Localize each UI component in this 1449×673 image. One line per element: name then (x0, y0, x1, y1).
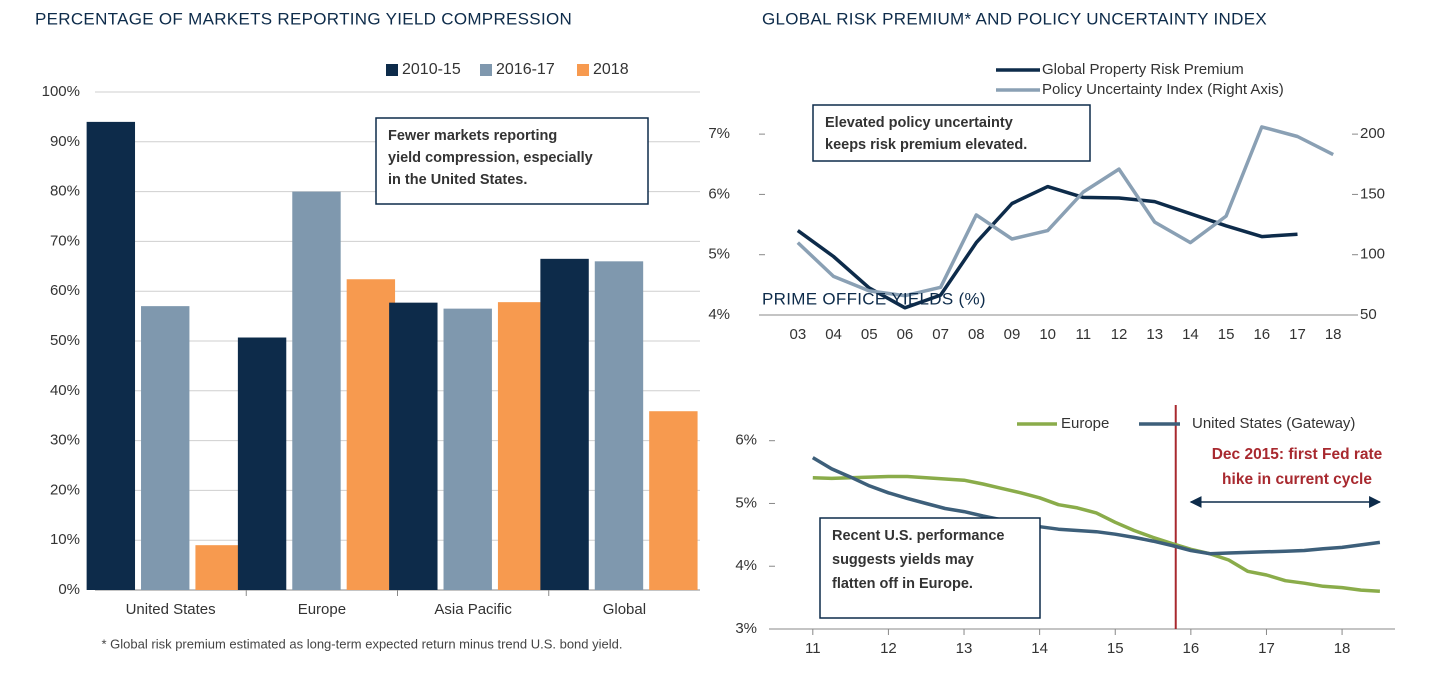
legend-label: United States (Gateway) (1192, 415, 1355, 432)
y-tick-label: 3% (735, 620, 757, 637)
legend-label: 2010-15 (402, 61, 461, 78)
annotation-text: Fewer markets reporting (388, 128, 557, 144)
x-tick-label: 10 (1039, 326, 1056, 343)
y-tick-label: 0% (58, 581, 80, 598)
annotation-box (375, 117, 649, 205)
x-tick-label: 05 (861, 326, 878, 343)
series-line (796, 184, 1298, 310)
y-tick-label: 6% (708, 185, 730, 202)
annotation-text: flatten off in Europe. (832, 576, 973, 592)
x-tick-label: Global (603, 601, 646, 618)
bar (389, 302, 438, 590)
x-tick-label: 09 (1004, 326, 1021, 343)
x-tick-label: 06 (897, 326, 914, 343)
x-tick-label: United States (126, 601, 216, 618)
reference-label: Dec 2015: first Fed rate (1212, 446, 1383, 463)
y-tick-label: 6% (735, 432, 757, 449)
y-tick-label: 40% (50, 382, 80, 399)
annotation-text: yield compression, especially (388, 150, 593, 166)
legend-swatch (386, 64, 398, 76)
x-tick-label: 18 (1325, 326, 1342, 343)
y-tick-label: 7% (708, 125, 730, 142)
x-tick-label: 14 (1031, 640, 1048, 657)
series-line (811, 456, 1381, 556)
x-tick-label: 16 (1253, 326, 1270, 343)
x-tick-label: 07 (932, 326, 949, 343)
y-tick-label: 4% (735, 557, 757, 574)
bar (195, 545, 244, 590)
y-tick-label: 70% (50, 232, 80, 249)
y-tick-label: 5% (735, 494, 757, 511)
y-tick-label: 20% (50, 481, 80, 498)
bar (346, 279, 396, 590)
legend-swatch (480, 64, 492, 76)
x-tick-label: 11 (805, 640, 821, 657)
annotation-text: Elevated policy uncertainty (825, 115, 1013, 131)
y-tick-label: 5% (708, 246, 730, 263)
x-tick-label: 17 (1289, 326, 1306, 343)
legend-swatch (577, 64, 589, 76)
legend-label: Policy Uncertainty Index (Right Axis) (1042, 81, 1284, 98)
bar (86, 121, 136, 590)
y-tick-label: 50% (50, 332, 80, 349)
legend-label: 2018 (593, 61, 629, 78)
annotation-text: suggests yields may (832, 552, 974, 568)
x-tick-label: Asia Pacific (434, 601, 512, 618)
bar (237, 337, 287, 590)
annotation-text: Recent U.S. performance (832, 528, 1004, 544)
x-tick-label: 13 (1146, 326, 1163, 343)
bar (649, 411, 698, 590)
y-tick-label: 10% (50, 531, 80, 548)
x-tick-label: 15 (1107, 640, 1124, 657)
y-tick-label: 60% (50, 282, 80, 299)
y-tick-label: 4% (708, 306, 730, 323)
x-tick-label: 15 (1218, 326, 1235, 343)
reference-label: hike in current cycle (1222, 471, 1372, 488)
bar (540, 258, 589, 590)
x-tick-label: 16 (1183, 640, 1200, 657)
x-tick-label: 03 (790, 326, 807, 343)
y-tick-label: 90% (50, 133, 80, 150)
series-line (796, 125, 1334, 298)
y2-tick-label: 50 (1360, 306, 1377, 323)
bar (141, 306, 190, 590)
legend-label: 2016-17 (496, 61, 555, 78)
x-tick-label: 11 (1076, 326, 1092, 343)
annotation-box (812, 104, 1091, 162)
annotation-text: in the United States. (388, 172, 527, 188)
bar (443, 308, 492, 590)
bar (497, 302, 547, 590)
x-tick-label: Europe (298, 601, 346, 618)
series-line (812, 474, 1381, 594)
x-tick-label: 04 (825, 326, 842, 343)
x-tick-label: 12 (880, 640, 897, 657)
x-tick-label: 13 (956, 640, 973, 657)
annotation-text: keeps risk premium elevated. (825, 137, 1027, 153)
annotation-box (819, 517, 1041, 619)
x-tick-label: 17 (1258, 640, 1275, 657)
footnote: * Global risk premium estimated as long-… (102, 636, 623, 651)
x-tick-label: 18 (1334, 640, 1351, 657)
y2-tick-label: 100 (1360, 246, 1385, 263)
bar (292, 191, 341, 590)
y2-tick-label: 200 (1360, 125, 1385, 142)
chart-title: PRIME OFFICE YIELDS (%) (762, 289, 986, 308)
x-tick-label: 08 (968, 326, 985, 343)
bar (594, 261, 644, 590)
x-tick-label: 14 (1182, 326, 1199, 343)
chart-title: PERCENTAGE OF MARKETS REPORTING YIELD CO… (35, 9, 572, 28)
y-tick-label: 30% (50, 432, 80, 449)
chart-title: GLOBAL RISK PREMIUM* AND POLICY UNCERTAI… (762, 9, 1267, 28)
x-tick-label: 12 (1111, 326, 1128, 343)
y2-tick-label: 150 (1360, 185, 1385, 202)
legend-label: Global Property Risk Premium (1042, 61, 1244, 78)
y-tick-label: 80% (50, 183, 80, 200)
y-tick-label: 100% (42, 83, 80, 100)
legend-label: Europe (1061, 415, 1109, 432)
